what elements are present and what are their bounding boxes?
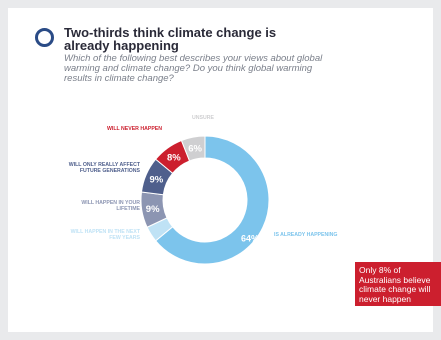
category-label-unsure: Unsure (192, 115, 214, 121)
slice-value-labels: 64% 9% 9% 8% 6% (146, 143, 259, 243)
value-label-is-already-happening: 64% (241, 234, 259, 244)
value-label-will-never-happen: 8% (167, 153, 181, 164)
circle-bullet-icon (35, 28, 54, 47)
category-label-will-happen-in-the-next-few-years: Will happen in the next few years (70, 229, 140, 241)
category-label-will-happen-in-your-lifetime: Will happen in your lifetime (81, 200, 140, 212)
slice-unsure (180, 135, 206, 162)
value-label-unsure: 6% (188, 143, 202, 154)
callout-box: Only 8% of Australians believe climate c… (355, 262, 441, 306)
survey-question: Which of the following best describes yo… (64, 53, 323, 84)
value-label-will-happen-in-your-lifetime: 9% (146, 204, 160, 215)
category-label-is-already-happening: Is already happening (274, 232, 338, 238)
category-label-will-only-really-affect-future-generations: Will only really affect future generatio… (68, 162, 140, 174)
donut-slices (140, 135, 270, 265)
slice-is-already-happening (154, 135, 270, 265)
category-label-will-never-happen: Will never happen (107, 126, 162, 132)
page-title: Two-thirds think climate change is alrea… (64, 25, 277, 53)
value-label-will-only-really-affect-future-generations: 9% (149, 174, 163, 185)
